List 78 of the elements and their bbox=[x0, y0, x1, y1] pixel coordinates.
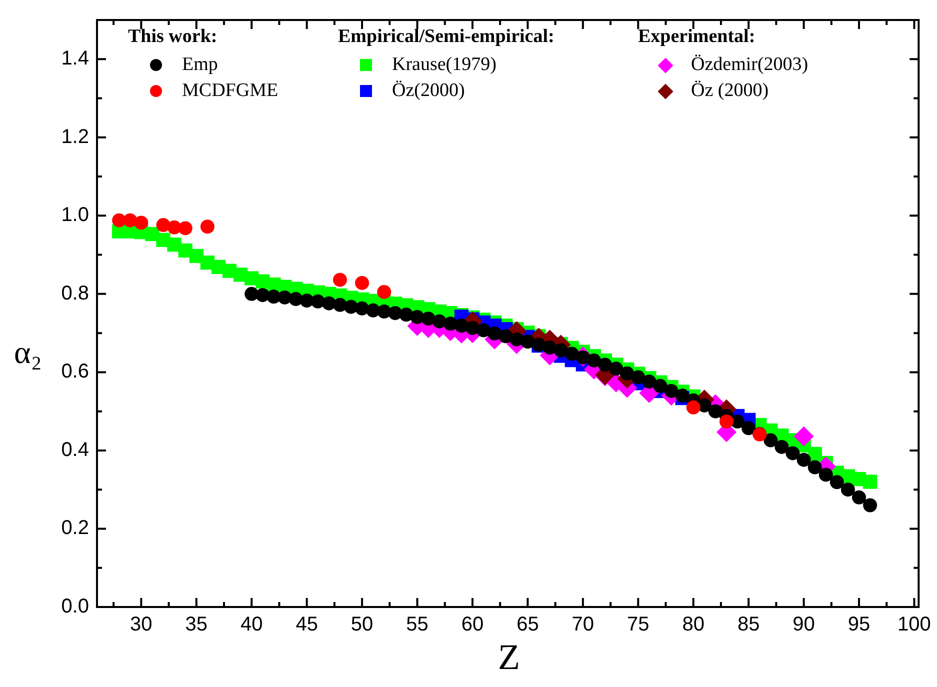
point bbox=[830, 475, 844, 490]
point bbox=[742, 421, 756, 436]
x-tick-label: 60 bbox=[461, 614, 484, 636]
point bbox=[377, 284, 392, 299]
point bbox=[675, 388, 690, 403]
x-tick-label: 55 bbox=[406, 614, 428, 636]
x-tick-label: 45 bbox=[296, 614, 318, 636]
point bbox=[796, 452, 811, 467]
annotation: This work: bbox=[128, 26, 218, 49]
point bbox=[399, 308, 414, 322]
point bbox=[498, 329, 513, 344]
y-tick-label: 1.2 bbox=[61, 126, 89, 148]
x-tick-label: 30 bbox=[130, 614, 152, 636]
legend-label: MCDFGME bbox=[182, 80, 278, 102]
point bbox=[609, 362, 624, 376]
point bbox=[818, 468, 833, 482]
x-tick-label: 80 bbox=[682, 614, 704, 636]
legend-label: Özdemir(2003) bbox=[691, 54, 808, 76]
x-tick-label: 40 bbox=[240, 614, 263, 636]
y-axis-title: α₂ bbox=[14, 334, 42, 371]
point bbox=[764, 433, 778, 448]
legend-label: Krause(1979) bbox=[392, 54, 496, 76]
x-axis-title: Z bbox=[498, 636, 520, 678]
y-tick-label: 0.8 bbox=[61, 282, 89, 304]
x-tick-label: 90 bbox=[792, 614, 815, 636]
point bbox=[664, 384, 678, 398]
point bbox=[686, 400, 700, 414]
legend-label: Öz (2000) bbox=[691, 80, 769, 102]
point bbox=[808, 460, 822, 474]
point bbox=[510, 332, 524, 346]
x-tick-label: 100 bbox=[898, 614, 931, 636]
point bbox=[200, 220, 214, 234]
point bbox=[631, 370, 646, 384]
point bbox=[123, 213, 138, 228]
point bbox=[520, 334, 535, 349]
point bbox=[256, 288, 270, 302]
x-tick-label: 75 bbox=[627, 614, 650, 636]
point bbox=[786, 446, 800, 460]
annotation: Empirical/Semi-empirical: bbox=[338, 26, 556, 49]
point bbox=[840, 482, 855, 497]
point bbox=[554, 343, 568, 358]
y-tick-label: 1.4 bbox=[61, 48, 89, 70]
point bbox=[564, 346, 579, 361]
point bbox=[863, 498, 878, 512]
x-tick-label: 70 bbox=[572, 614, 594, 636]
point bbox=[377, 304, 392, 319]
point bbox=[598, 358, 612, 372]
y-tick-label: 0.6 bbox=[61, 360, 89, 383]
point bbox=[708, 404, 722, 418]
annotation: Experimental: bbox=[638, 26, 756, 49]
point bbox=[178, 221, 192, 236]
point bbox=[774, 440, 789, 454]
x-tick-label: 95 bbox=[848, 614, 870, 636]
legend-label: Emp bbox=[182, 54, 218, 76]
point bbox=[454, 318, 468, 333]
point bbox=[794, 426, 814, 446]
y-tick-label: 0.4 bbox=[61, 438, 89, 461]
point bbox=[476, 323, 491, 338]
point bbox=[332, 272, 347, 287]
point bbox=[278, 290, 292, 304]
point bbox=[620, 366, 634, 380]
x-tick-label: 65 bbox=[516, 614, 539, 636]
x-tick-label: 50 bbox=[350, 614, 374, 636]
point bbox=[852, 490, 866, 504]
x-tick-label: 85 bbox=[737, 614, 760, 636]
point bbox=[642, 374, 656, 389]
legend-label: Öz(2000) bbox=[392, 80, 465, 102]
y-tick-label: 1.0 bbox=[61, 204, 89, 226]
point bbox=[134, 216, 148, 230]
point bbox=[388, 306, 402, 320]
point bbox=[355, 276, 370, 290]
point bbox=[488, 326, 502, 340]
y-tick-label: 0.2 bbox=[61, 517, 89, 540]
point bbox=[653, 378, 668, 393]
point bbox=[719, 414, 734, 429]
y-tick-label: 0.0 bbox=[61, 596, 89, 618]
point bbox=[586, 353, 601, 368]
x-tick-label: 35 bbox=[185, 614, 208, 636]
